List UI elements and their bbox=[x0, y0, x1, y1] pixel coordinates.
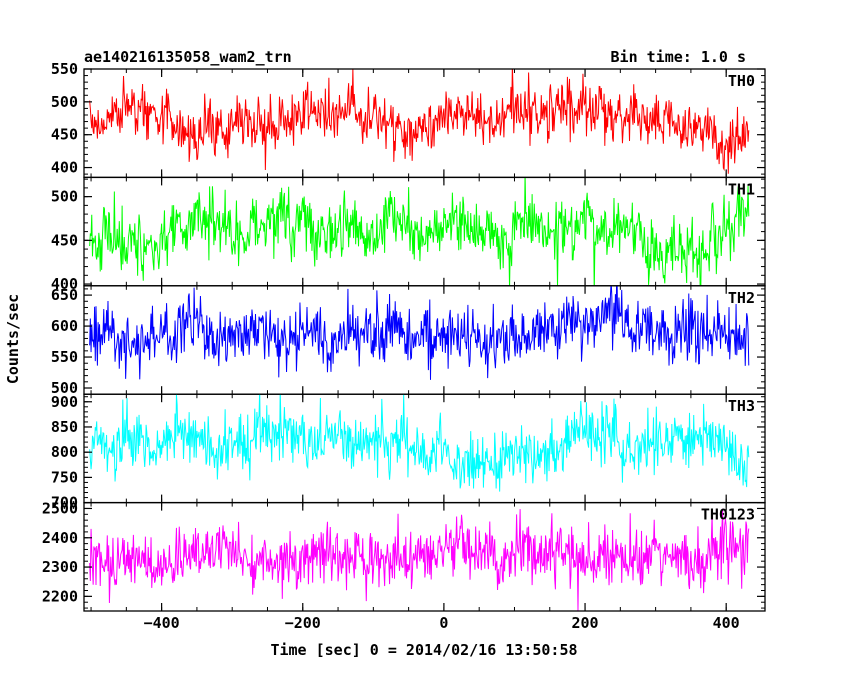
y-tick-label: 750 bbox=[51, 468, 78, 486]
y-tick-label: 700 bbox=[51, 494, 78, 512]
y-tick-label: 450 bbox=[51, 231, 78, 249]
panel-label-th0123: TH0123 bbox=[701, 506, 755, 524]
y-tick-label: 600 bbox=[51, 317, 78, 335]
y-tick-label: 650 bbox=[51, 286, 78, 304]
panel-th2: 500 550 600 650 TH2 bbox=[51, 285, 766, 397]
series-line-th0123 bbox=[89, 508, 750, 611]
y-tick-label: 550 bbox=[51, 348, 78, 366]
panel-frame bbox=[83, 501, 766, 612]
y-tick-label: 900 bbox=[51, 393, 78, 411]
y-axis-label: Counts/sec bbox=[4, 294, 22, 384]
panel-label-th1: TH1 bbox=[728, 180, 755, 198]
panel-th0123: 2200 2300 2400 2500 TH0123 bbox=[42, 499, 766, 612]
bin-time-label: Bin time: 1.0 s bbox=[611, 48, 746, 66]
y-tick-label: 850 bbox=[51, 418, 78, 436]
series-line-th3 bbox=[89, 394, 750, 492]
y-tick-label: 550 bbox=[51, 60, 78, 78]
y-tick-label: 2400 bbox=[42, 529, 78, 547]
y-tick-label: 2200 bbox=[42, 587, 78, 605]
y-tick-label: 2300 bbox=[42, 558, 78, 576]
series-line-th1 bbox=[89, 177, 750, 286]
y-tick-label: 500 bbox=[51, 93, 78, 111]
x-tick-label: 200 bbox=[571, 614, 598, 632]
y-tick-label: 2500 bbox=[42, 499, 78, 517]
panels-group: 400 450 500 550 TH0 400 450 500 TH1 500 550 600 650 T… bbox=[42, 60, 766, 632]
panel-th0: 400 450 500 550 TH0 bbox=[51, 60, 766, 179]
panel-label-th0: TH0 bbox=[728, 72, 755, 90]
panel-th3: 700 750 800 850 900 TH3 bbox=[51, 393, 766, 512]
x-axis-label: Time [sec] 0 = 2014/02/16 13:50:58 bbox=[270, 641, 577, 659]
panel-frame bbox=[83, 285, 766, 395]
panel-frame bbox=[83, 68, 766, 179]
panel-label-th2: TH2 bbox=[728, 289, 755, 307]
y-tick-label: 450 bbox=[51, 126, 78, 144]
panel-th1: 400 450 500 TH1 bbox=[51, 176, 766, 293]
series-line-th2 bbox=[89, 285, 750, 380]
chart-title: ae140216135058_wam2_trn bbox=[84, 48, 292, 66]
x-tick-label: −200 bbox=[285, 614, 321, 632]
y-tick-label: 400 bbox=[51, 275, 78, 293]
y-tick-label: 500 bbox=[51, 379, 78, 397]
y-tick-label: 500 bbox=[51, 188, 78, 206]
y-tick-label: 400 bbox=[51, 159, 78, 177]
y-tick-label: 800 bbox=[51, 443, 78, 461]
panel-label-th3: TH3 bbox=[728, 397, 755, 415]
x-tick-label: 0 bbox=[439, 614, 448, 632]
series-line-th0 bbox=[89, 69, 750, 174]
x-tick-label: 400 bbox=[713, 614, 740, 632]
x-tick-label: −400 bbox=[144, 614, 180, 632]
